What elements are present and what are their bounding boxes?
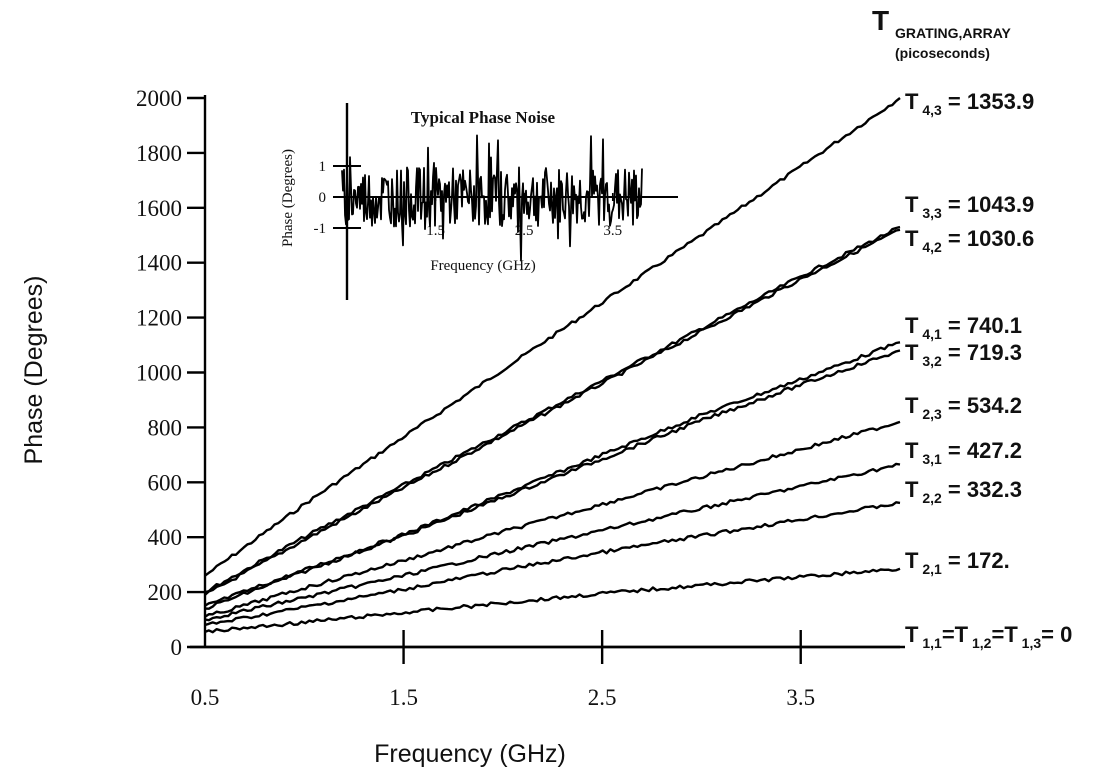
series-line-7 bbox=[204, 501, 901, 627]
legend-header-main: T bbox=[872, 5, 889, 36]
inset-y-tick-label: 0 bbox=[319, 190, 327, 206]
x-tick-label: 1.5 bbox=[389, 685, 418, 710]
series-line-6 bbox=[204, 462, 901, 622]
inset-x-tick-label: 3.5 bbox=[603, 223, 622, 239]
series-label-9: T 1,1=T 1,2=T 1,3= 0 bbox=[905, 622, 1072, 651]
series-line-5 bbox=[204, 420, 901, 618]
inset-y-ticks: 1 0 -1 bbox=[314, 159, 361, 237]
y-tick-label: 2000 bbox=[136, 86, 182, 111]
series-line-4 bbox=[204, 349, 901, 610]
inset-y-axis-title: Phase (Degrees) bbox=[280, 149, 296, 247]
inset-x-axis-title: Frequency (GHz) bbox=[430, 258, 535, 274]
series-line-0 bbox=[204, 97, 901, 577]
series-group bbox=[204, 97, 901, 649]
legend-header-units: (picoseconds) bbox=[895, 45, 990, 61]
legend-header-subscript: GRATING,ARRAY bbox=[895, 25, 1012, 41]
inset-noise-trace bbox=[341, 134, 643, 262]
y-ticks: 0 200 400 600 800 1000 1200 1400 1600 1800 2000 bbox=[136, 86, 205, 660]
inset-x-tick-label: 1.5 bbox=[426, 223, 445, 239]
y-tick-label: 800 bbox=[148, 415, 183, 440]
y-tick-label: 1200 bbox=[136, 306, 182, 331]
y-tick-label: 0 bbox=[171, 635, 183, 660]
y-tick-label: 1800 bbox=[136, 141, 182, 166]
x-axis-title: Frequency (GHz) bbox=[374, 740, 566, 768]
series-label-8: T 2,1 = 172. bbox=[905, 548, 1010, 577]
y-tick-label: 600 bbox=[148, 470, 183, 495]
series-line-8 bbox=[204, 567, 901, 634]
y-tick-label: 1600 bbox=[136, 196, 182, 221]
inset-phase-noise: Typical Phase Noise 10-1 1.5 2.5 3.5 Frequ… bbox=[280, 103, 678, 300]
x-tick-label: 2.5 bbox=[588, 685, 617, 710]
legend-header: T GRATING,ARRAY (picoseconds) bbox=[872, 5, 1012, 61]
series-label-5: T 2,3 = 534.2 bbox=[905, 393, 1022, 422]
series-label-3: T 4,1 = 740.1 bbox=[905, 313, 1022, 342]
series-label-4: T 3,2 = 719.3 bbox=[905, 340, 1022, 369]
inset-y-tick-label: 1 bbox=[319, 159, 327, 175]
x-ticks: 0.5 1.5 2.5 3.5 bbox=[191, 630, 815, 710]
y-tick-label: 1400 bbox=[136, 251, 182, 276]
y-tick-label: 200 bbox=[148, 580, 183, 605]
series-label-7: T 2,2 = 332.3 bbox=[905, 477, 1022, 506]
x-tick-label: 3.5 bbox=[786, 685, 815, 710]
y-tick-label: 1000 bbox=[136, 361, 182, 386]
series-label-2: T 4,2 = 1030.6 bbox=[905, 226, 1034, 255]
inset-y-tick-label: -1 bbox=[314, 221, 327, 237]
x-tick-label: 0.5 bbox=[191, 685, 220, 710]
series-line-3 bbox=[204, 341, 901, 607]
series-label-1: T 3,3 = 1043.9 bbox=[905, 192, 1034, 221]
y-axis-title: Phase (Degrees) bbox=[20, 276, 48, 465]
inset-title: Typical Phase Noise bbox=[411, 108, 556, 127]
series-labels: T 4,3 = 1353.9 T 3,3 = 1043.9 T 4,2 = 1030… bbox=[905, 89, 1072, 651]
series-label-0: T 4,3 = 1353.9 bbox=[905, 89, 1034, 118]
y-tick-label: 400 bbox=[148, 525, 183, 550]
series-label-6: T 3,1 = 427.2 bbox=[905, 438, 1022, 467]
series-line-2 bbox=[204, 228, 901, 596]
